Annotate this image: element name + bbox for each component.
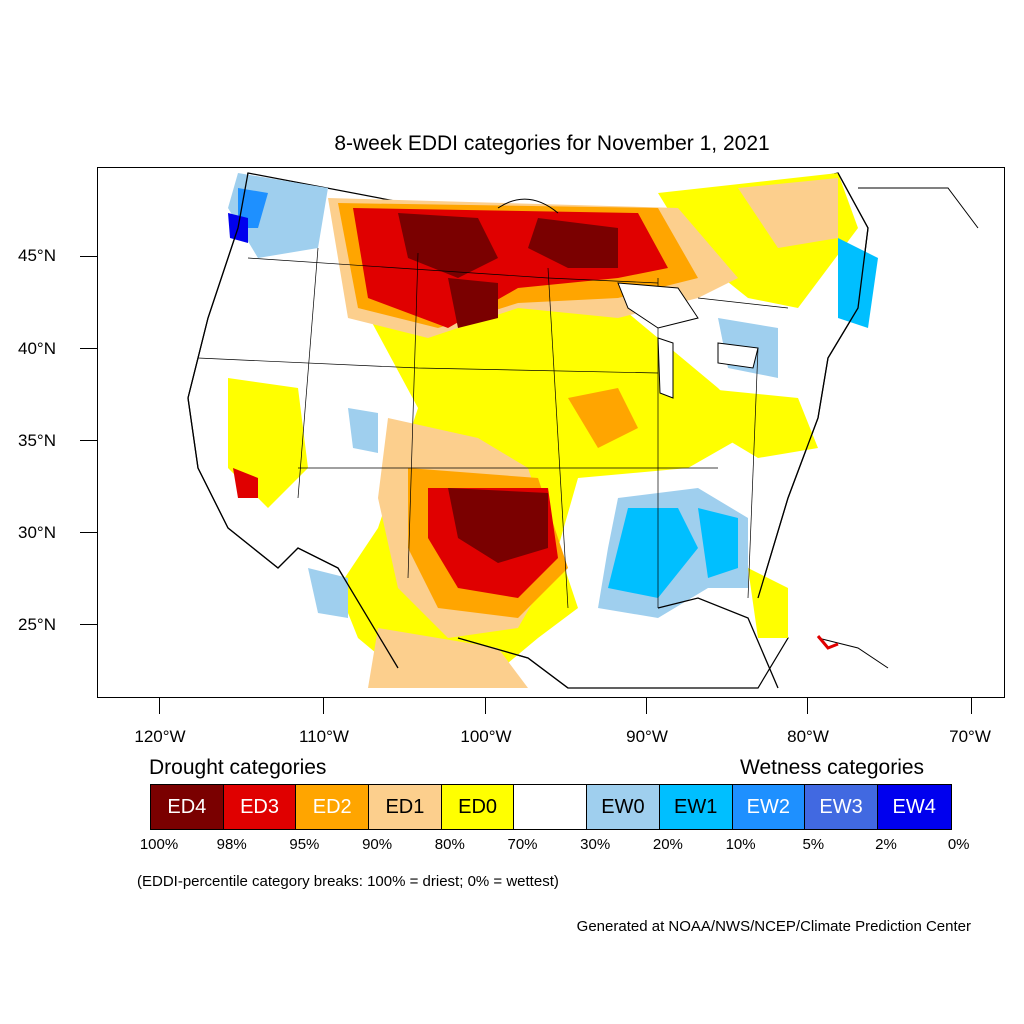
percentile-label: 20% <box>652 836 683 853</box>
percentile-label: 10% <box>725 836 756 853</box>
lon-tick <box>807 697 808 714</box>
percentile-label: 0% <box>947 836 970 853</box>
lon-label-100: 100°W <box>460 727 512 746</box>
percentile-label: 90% <box>362 836 393 853</box>
lat-label-40: 40°N <box>18 339 56 358</box>
drought-heading: Drought categories <box>149 756 327 779</box>
lat-tick <box>80 348 97 349</box>
eddi-map <box>187 172 979 689</box>
lon-tick <box>971 697 972 714</box>
percentile-label: 70% <box>507 836 538 853</box>
percentile-label: 30% <box>580 836 611 853</box>
lat-label-25: 25°N <box>18 615 56 634</box>
lon-label-80: 80°W <box>787 727 829 746</box>
percentile-label: 100% <box>139 836 179 853</box>
lon-tick <box>485 697 486 714</box>
lat-tick <box>80 532 97 533</box>
legend-cell-ed3: ED3 <box>223 785 297 829</box>
legend-colorbar: ED4 ED3 ED2 ED1 ED0 EW0 EW1 EW2 EW3 EW4 <box>150 784 952 830</box>
lon-label-90: 90°W <box>626 727 668 746</box>
credit-text: Generated at NOAA/NWS/NCEP/Climate Predi… <box>576 918 971 935</box>
lat-label-30: 30°N <box>18 523 56 542</box>
percentile-label: 5% <box>802 836 825 853</box>
lon-label-110: 110°W <box>299 727 349 746</box>
lon-label-120: 120°W <box>134 727 186 746</box>
legend-cell-neutral <box>514 785 588 829</box>
percentile-label: 98% <box>216 836 247 853</box>
legend-cell-ed2: ED2 <box>296 785 370 829</box>
lon-tick <box>646 697 647 714</box>
lat-label-45: 45°N <box>18 246 56 265</box>
percentile-label: 80% <box>434 836 465 853</box>
legend-cell-ew4: EW4 <box>877 785 951 829</box>
legend-cell-ed1: ED1 <box>369 785 442 829</box>
lat-tick <box>80 256 97 257</box>
lon-tick <box>323 697 324 714</box>
category-note: (EDDI-percentile category breaks: 100% =… <box>137 873 559 890</box>
lat-tick <box>80 440 97 441</box>
percentile-label: 95% <box>289 836 320 853</box>
percentile-label: 2% <box>875 836 897 853</box>
map-title: 8-week EDDI categories for November 1, 2… <box>334 132 770 155</box>
legend-cell-ed0: ED0 <box>441 785 515 829</box>
legend-cell-ew3: EW3 <box>805 785 878 829</box>
lon-label-70: 70°W <box>949 727 991 746</box>
lat-label-35: 35°N <box>18 431 56 450</box>
wetness-heading: Wetness categories <box>740 756 925 779</box>
lon-tick <box>159 697 160 714</box>
lat-tick <box>80 624 97 625</box>
legend-cell-ew2: EW2 <box>732 785 806 829</box>
legend-cell-ew1: EW1 <box>659 785 733 829</box>
legend-cell-ed4: ED4 <box>151 785 224 829</box>
map-panel <box>97 167 1005 698</box>
legend-cell-ew0: EW0 <box>587 785 660 829</box>
